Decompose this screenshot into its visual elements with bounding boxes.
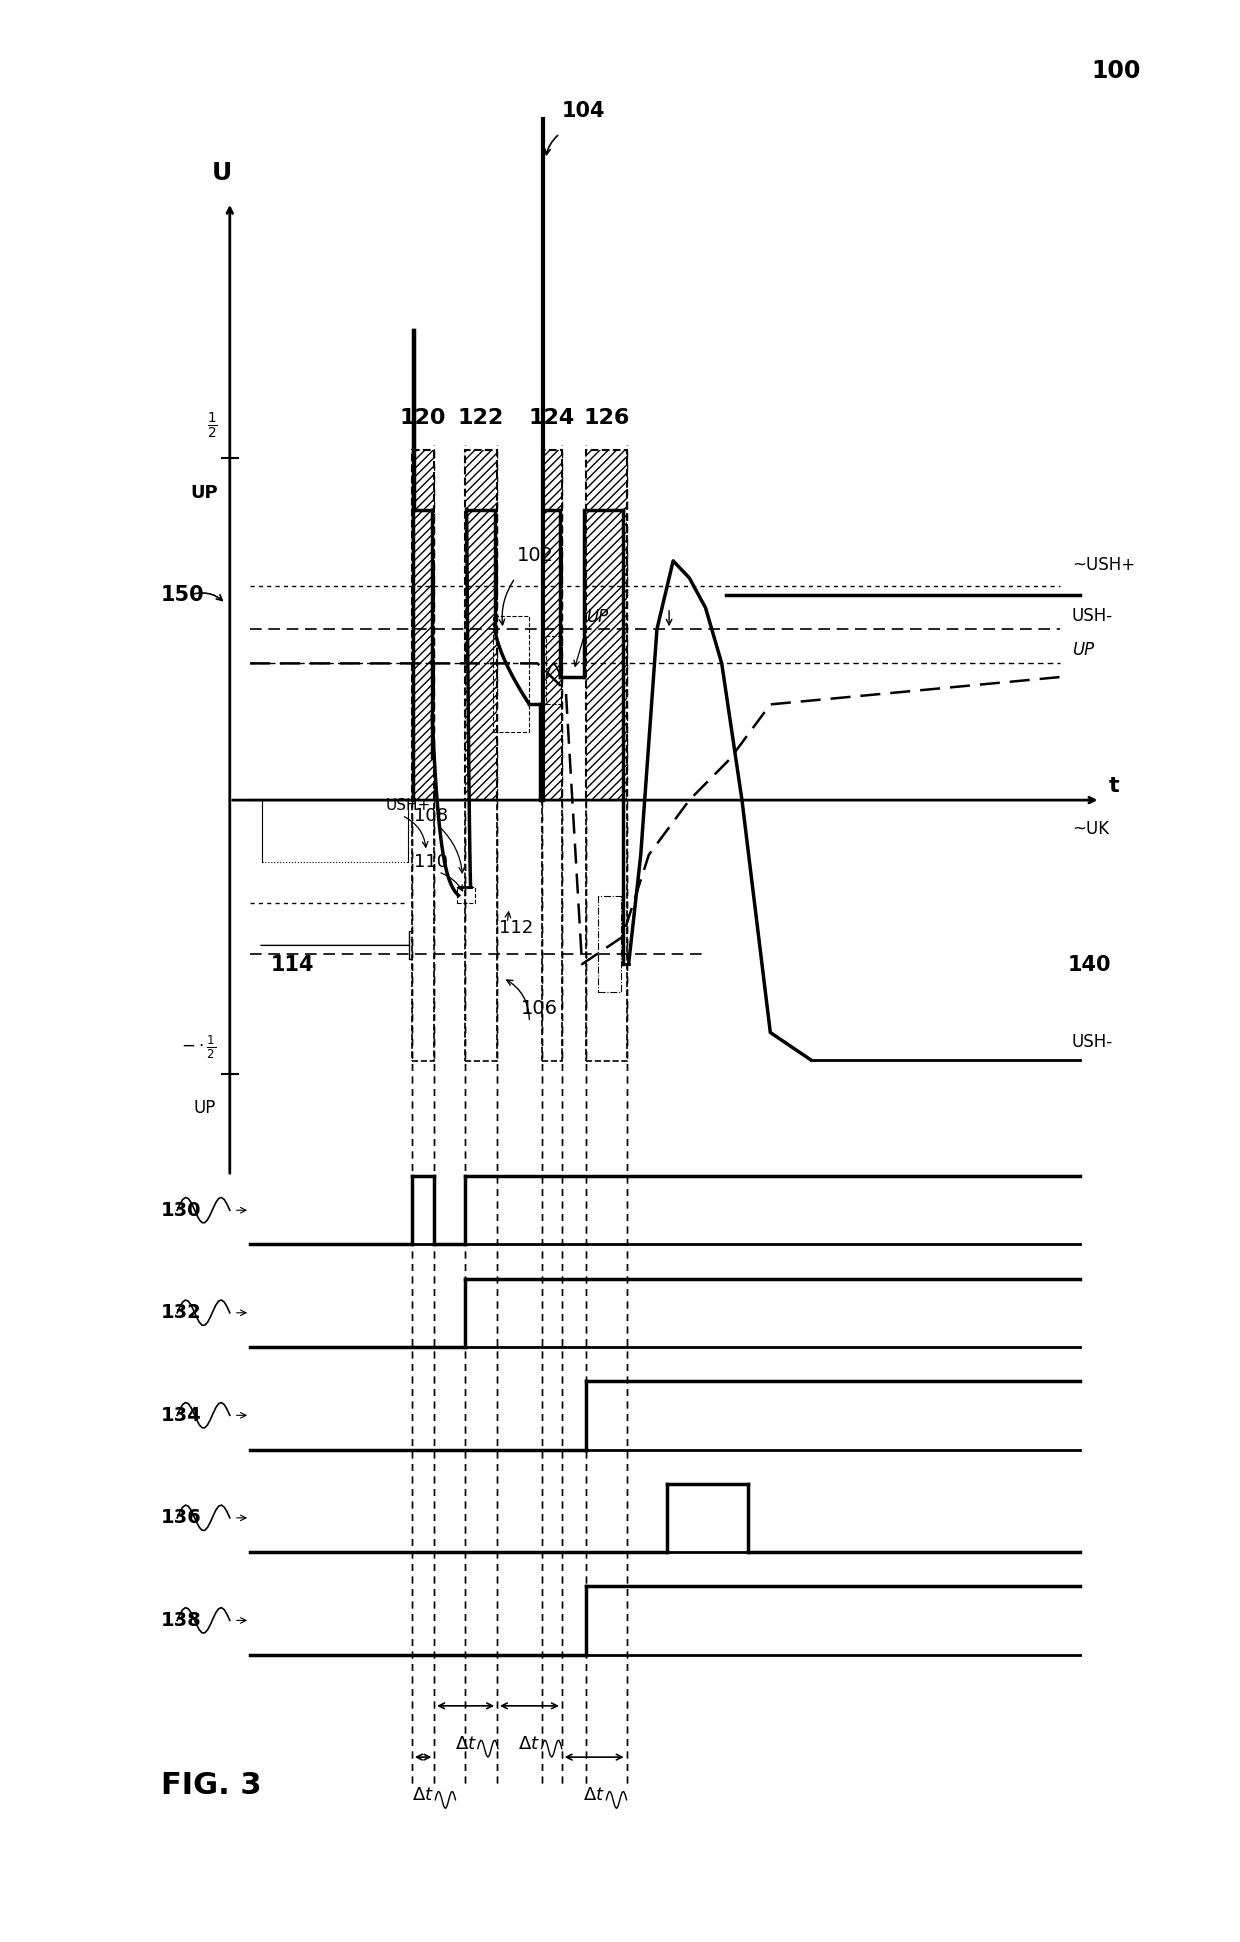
Text: 120: 120 xyxy=(399,408,446,427)
Text: 104: 104 xyxy=(562,101,605,120)
Bar xyxy=(412,800,434,1060)
Bar xyxy=(494,616,529,732)
Bar xyxy=(542,800,562,1060)
Text: $\frac{1}{2}$: $\frac{1}{2}$ xyxy=(207,412,218,441)
Text: 112: 112 xyxy=(498,919,533,938)
Text: $\Delta t$: $\Delta t$ xyxy=(412,1787,434,1804)
Bar xyxy=(412,451,434,800)
Text: t: t xyxy=(1109,777,1118,796)
Text: 140: 140 xyxy=(1068,955,1111,975)
Text: ~UK: ~UK xyxy=(1071,820,1109,837)
Bar xyxy=(456,887,475,903)
Bar xyxy=(587,800,626,1060)
Text: UP: UP xyxy=(190,484,218,501)
Bar xyxy=(547,637,560,705)
Text: 114: 114 xyxy=(270,955,314,975)
Text: U: U xyxy=(212,161,232,184)
Text: USH+: USH+ xyxy=(386,798,432,814)
Bar xyxy=(542,451,562,800)
Text: $\Delta t$: $\Delta t$ xyxy=(583,1787,605,1804)
Text: USH-: USH- xyxy=(1071,608,1114,625)
Text: 122: 122 xyxy=(458,408,503,427)
Text: 150: 150 xyxy=(161,585,205,606)
Text: $\Delta t$: $\Delta t$ xyxy=(455,1734,476,1752)
Text: 136: 136 xyxy=(161,1509,202,1526)
Text: 100: 100 xyxy=(1091,58,1141,84)
Text: 108: 108 xyxy=(414,806,448,825)
Bar xyxy=(465,451,497,800)
Text: UP: UP xyxy=(1071,641,1094,658)
Bar xyxy=(465,800,497,1060)
Text: ~USH+: ~USH+ xyxy=(1071,555,1135,573)
Text: 130: 130 xyxy=(161,1200,201,1220)
Text: 110: 110 xyxy=(414,853,448,870)
Text: FIG. 3: FIG. 3 xyxy=(161,1771,262,1800)
Text: 132: 132 xyxy=(161,1303,202,1323)
Text: 106: 106 xyxy=(521,998,558,1018)
Text: 102: 102 xyxy=(517,546,554,565)
Text: 138: 138 xyxy=(161,1612,202,1629)
Text: USH-: USH- xyxy=(1071,1033,1114,1051)
Text: 126: 126 xyxy=(583,408,630,427)
Bar xyxy=(598,895,620,992)
Text: $\Delta t$: $\Delta t$ xyxy=(518,1734,541,1752)
Text: UP: UP xyxy=(587,608,608,627)
Text: 134: 134 xyxy=(161,1406,202,1425)
Text: 124: 124 xyxy=(528,408,575,427)
Text: UP: UP xyxy=(193,1099,216,1117)
Text: $-\cdot\frac{1}{2}$: $-\cdot\frac{1}{2}$ xyxy=(181,1033,216,1060)
Bar xyxy=(587,451,626,800)
